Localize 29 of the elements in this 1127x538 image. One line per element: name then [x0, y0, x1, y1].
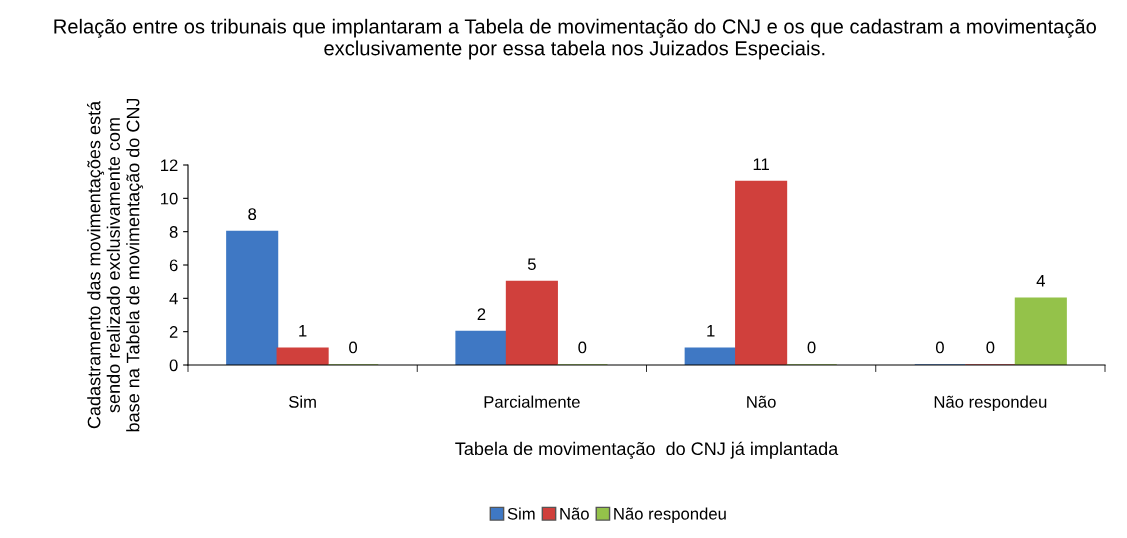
data-label: 5: [527, 258, 536, 271]
chart-title: Relação entre os tribunais que implantaram a Tabela de movimentação do CNJ e os que cadastram a movimentação exclusivamente por essa tabela nos Juizados Especiais.: [54, 18, 1096, 60]
data-label: 0: [578, 341, 587, 354]
y-tick-label: 12: [161, 159, 178, 172]
data-label: 0: [349, 341, 358, 354]
x-axis-title: Tabela de movimentação do CNJ já implantada: [455, 441, 839, 459]
x-tick-label: Sim: [289, 395, 316, 408]
legend-label: Sim: [507, 507, 535, 520]
y-tick-label: 0: [169, 359, 178, 372]
data-label: 0: [986, 341, 995, 354]
y-axis-title: Cadastramento das movimentações está sendo realizado exclusivamente com base na Tabela de movimentação do CNJ: [86, 98, 144, 432]
data-label: 1: [707, 325, 715, 337]
data-label: 8: [248, 208, 257, 221]
x-tick-label: Não respondeu: [934, 395, 1047, 412]
data-label: 11: [753, 158, 769, 170]
y-tick-label: 2: [169, 326, 178, 338]
y-tick-label: 4: [169, 292, 178, 305]
data-label: 2: [477, 308, 486, 320]
data-label: 1: [299, 325, 307, 337]
data-label: 4: [1036, 275, 1045, 287]
y-tick-label: 6: [169, 259, 178, 272]
y-tick-label: 10: [161, 192, 178, 205]
legend-label: Não respondeu: [614, 507, 726, 523]
data-label: 0: [807, 341, 816, 354]
y-tick-label: 8: [169, 226, 178, 238]
legend-label: Não: [560, 507, 589, 520]
x-tick-label: Parcialmente: [484, 395, 580, 408]
x-tick-label: Não: [747, 395, 776, 408]
data-label: 0: [935, 341, 944, 354]
